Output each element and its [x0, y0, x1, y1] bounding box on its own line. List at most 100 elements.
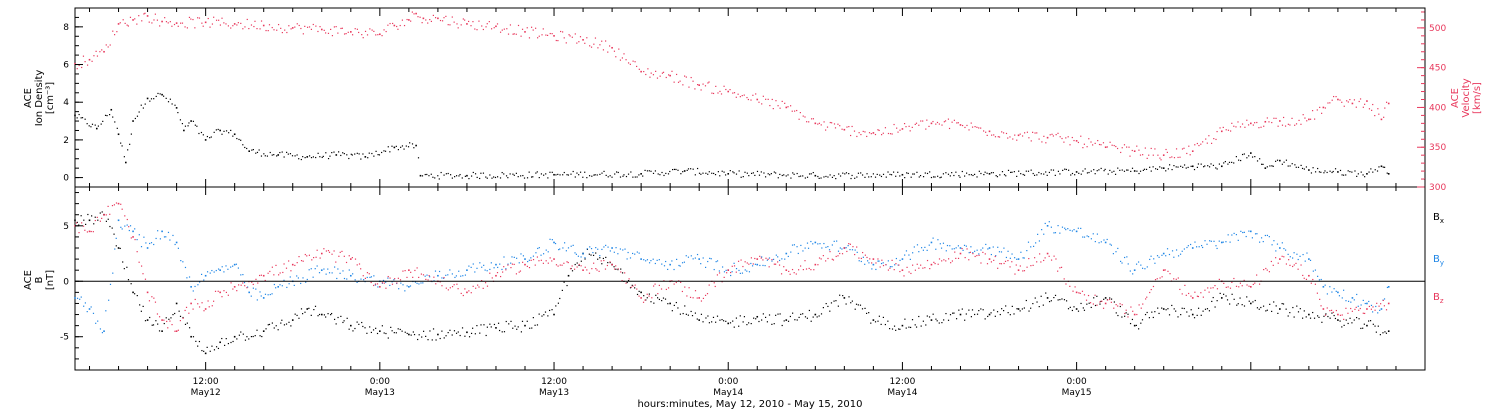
density-series-sample — [434, 177, 436, 179]
bz-series-point — [698, 297, 700, 299]
bz-series-sample — [381, 282, 384, 284]
bx-series-sample — [254, 335, 256, 337]
bz-series-sample — [470, 292, 472, 294]
by-series-sample — [206, 271, 209, 273]
velocity-series-sample — [682, 84, 684, 86]
bx-series-sample — [1377, 325, 1379, 327]
by-series-point — [277, 286, 280, 288]
by-series-sample — [605, 244, 607, 247]
bx-series-sample — [317, 315, 319, 317]
velocity-series-sample — [542, 28, 544, 30]
by-series-sample — [414, 281, 417, 283]
by-series-sample — [400, 282, 402, 284]
density-series-sample — [1022, 173, 1024, 176]
bx-series-sample — [313, 308, 315, 311]
velocity-series-sample — [1136, 145, 1138, 147]
by-series-point — [88, 308, 91, 310]
bx-series-sample — [1246, 296, 1248, 298]
velocity-series-point — [161, 20, 163, 23]
velocity-series-sample — [791, 110, 793, 112]
by-series-sample — [1206, 243, 1208, 245]
density-series-sample — [1142, 169, 1144, 171]
velocity-series-sample — [86, 64, 89, 66]
velocity-series-sample — [903, 122, 906, 125]
velocity-series-sample — [720, 93, 723, 95]
velocity-series-sample — [599, 44, 601, 46]
bz-series-sample — [613, 268, 616, 270]
density-series-sample — [990, 172, 993, 174]
bz-series-sample — [777, 261, 779, 263]
density-series-sample — [1094, 173, 1096, 175]
bx-series-sample — [742, 321, 744, 323]
density-series-sample — [88, 125, 90, 127]
by-series-sample — [735, 267, 738, 270]
bz-series-sample — [201, 302, 203, 304]
bx-series-sample — [1028, 310, 1030, 312]
by-series-sample — [1059, 232, 1061, 234]
bz-series-sample — [505, 269, 507, 271]
density-series-sample — [942, 173, 945, 175]
bz-series-sample — [578, 263, 580, 266]
by-series-sample — [603, 246, 605, 248]
bz-series-sample — [752, 263, 754, 265]
by-series-sample — [1023, 257, 1025, 259]
by-series-sample — [339, 272, 341, 274]
bz-series-sample — [1034, 257, 1036, 259]
bx-series-sample — [621, 272, 624, 274]
by-series-sample — [965, 245, 967, 247]
density-series-sample — [491, 177, 493, 179]
density-series-sample — [696, 167, 699, 170]
bz-series-sample — [198, 306, 201, 308]
bz-series-sample — [128, 226, 130, 228]
velocity-series-sample — [650, 72, 652, 74]
bx-series-sample — [837, 305, 839, 307]
bx-series-sample — [1334, 317, 1337, 320]
bx-series-sample — [664, 298, 667, 300]
bx-series-sample — [1293, 316, 1295, 318]
density-series-sample — [723, 171, 725, 173]
bx-series-sample — [538, 313, 540, 315]
by-series-sample — [1149, 258, 1151, 261]
bx-series-sample — [1069, 306, 1071, 308]
bx-series-sample — [792, 312, 794, 314]
by-series-sample — [1275, 250, 1277, 252]
density-series-sample — [381, 151, 383, 154]
bx-series-sample — [1333, 314, 1335, 317]
velocity-series-sample — [882, 132, 884, 134]
velocity-series-sample — [1065, 137, 1067, 139]
velocity-series-sample — [496, 23, 499, 25]
by-series-sample — [434, 270, 437, 272]
density-series-sample — [1356, 175, 1358, 177]
velocity-series-sample — [331, 35, 334, 37]
velocity-series-sample — [434, 17, 437, 19]
velocity-series-sample — [1355, 106, 1357, 108]
by-series-sample — [945, 250, 947, 252]
bx-series-sample — [1225, 295, 1227, 297]
density-series-sample — [630, 171, 632, 173]
velocity-series-sample — [560, 30, 562, 33]
density-series-sample — [817, 175, 819, 178]
bx-series-sample — [908, 326, 910, 328]
density-series-sample — [187, 125, 189, 127]
bx-series-sample — [987, 315, 989, 318]
bz-series-sample — [877, 258, 879, 260]
by-series-sample — [700, 263, 702, 265]
density-series-sample — [1043, 173, 1045, 175]
density-series-sample — [707, 173, 709, 175]
bz-series-sample — [696, 297, 698, 299]
by-series-sample — [1158, 256, 1160, 258]
by-series-sample — [1343, 289, 1345, 291]
bx-series-sample — [1135, 324, 1137, 327]
by-series-sample — [211, 269, 213, 272]
bz-series-point — [553, 258, 555, 260]
velocity-series-sample — [1014, 134, 1016, 136]
bx-series-sample — [470, 332, 473, 335]
velocity-series-sample — [532, 29, 534, 31]
velocity-series-sample — [968, 129, 970, 131]
density-series-sample — [746, 172, 748, 174]
bx-series-sample — [1161, 307, 1163, 309]
bz-series-sample — [120, 203, 122, 205]
by-series-sample — [221, 266, 223, 268]
bx-series-sample — [825, 302, 827, 305]
density-series-sample — [758, 174, 761, 176]
